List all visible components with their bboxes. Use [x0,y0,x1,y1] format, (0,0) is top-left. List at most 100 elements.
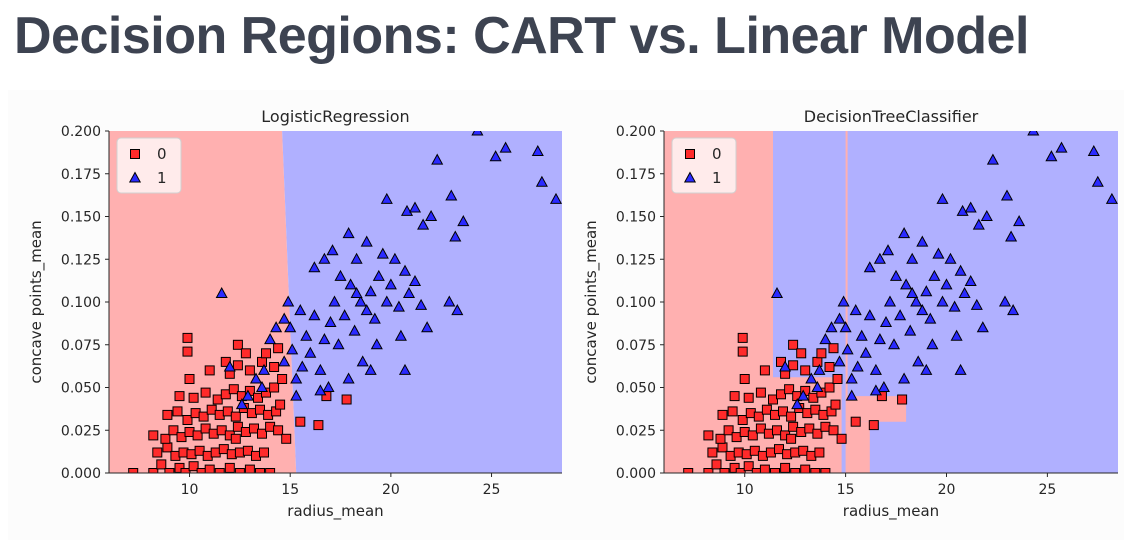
data-point-class-1 [1007,304,1020,316]
data-point-class-0 [897,394,908,405]
legend-label: 0 [712,145,722,163]
figure: 0.000 0.025 0.050 0.075 0.100 0.125 0.150 0.175… [8,90,1124,540]
data-point-class-1 [972,218,985,230]
data-point-class-0 [200,387,211,398]
y-tick-label: 0.025 [61,423,101,439]
data-point-class-0 [774,444,784,455]
data-point-class-0 [224,462,235,473]
data-point-class-1 [408,201,422,213]
data-point-class-1 [360,304,373,316]
x-tick-label: 25 [1038,482,1056,498]
data-point-class-1 [889,269,903,281]
data-point-class-0 [249,423,259,434]
x-tick-label: 10 [736,482,754,498]
data-point-class-0 [786,411,797,422]
data-point-class-0 [707,447,718,458]
data-point-class-1 [845,372,858,384]
data-point-class-0 [703,468,714,473]
data-point-class-1 [898,227,911,239]
data-point-class-0 [261,348,271,359]
data-point-class-1 [928,269,941,281]
data-point-class-0 [232,339,243,350]
data-point-class-0 [232,421,243,432]
data-point-class-1 [278,355,291,367]
data-point-class-0 [198,411,209,422]
x-tick-label: 15 [281,482,299,498]
data-point-class-0 [212,394,223,405]
y-tick-label: 0.175 [61,167,101,183]
data-point-class-0 [128,468,139,473]
data-point-class-1 [1000,189,1014,201]
data-point-class-0 [770,468,780,473]
data-point-class-1 [970,298,983,310]
data-point-class-0 [780,462,791,473]
data-point-class-1 [1045,150,1058,162]
data-point-class-1 [257,363,271,375]
data-point-class-0 [729,391,740,402]
data-point-class-1 [398,264,412,276]
data-point-class-0 [735,468,746,473]
data-point-class-1 [926,338,939,350]
x-tick-label: 25 [483,482,501,498]
data-point-class-1 [308,261,321,273]
decision-region-class-0 [664,131,773,473]
data-point-class-0 [182,346,193,357]
data-point-class-1 [344,278,357,290]
data-point-class-1 [350,252,363,264]
data-point-class-1 [342,372,355,384]
data-point-class-1 [284,321,297,333]
data-point-class-1 [1027,131,1040,136]
data-point-class-1 [936,192,949,204]
data-point-class-1 [408,274,422,286]
data-point-class-0 [182,332,193,343]
data-point-class-0 [194,445,205,456]
data-point-class-1 [976,321,989,333]
data-point-class-0 [808,392,819,403]
data-point-class-1 [906,252,919,264]
data-point-class-0 [242,445,253,456]
data-point-class-0 [281,433,292,444]
decision-regions-figure: 0.000 0.025 0.050 0.075 0.100 0.125 0.150 0.175… [27,107,1118,521]
x-axis-label: radius_mean [287,502,383,521]
y-tick-label: 0.050 [616,381,656,397]
data-point-class-1 [314,384,327,396]
data-point-class-1 [425,209,438,221]
data-point-class-1 [825,321,838,333]
legend-box [671,137,737,194]
y-tick-label: 0.200 [61,124,101,140]
data-point-class-1 [376,247,389,259]
data-point-class-1 [324,315,337,327]
data-point-class-0 [737,415,748,425]
data-point-class-1 [956,204,969,216]
decision-region-class-0 [845,396,907,422]
data-point-class-0 [828,343,839,354]
data-point-class-0 [711,459,722,470]
data-point-class-0 [753,411,764,422]
data-point-class-0 [824,382,835,393]
data-point-class-0 [255,468,265,473]
data-point-class-0 [174,391,185,402]
data-point-class-0 [747,430,758,441]
data-point-class-0 [148,468,159,473]
y-tick-label: 0.075 [61,338,101,354]
data-point-class-1 [255,380,269,392]
data-point-class-1 [904,324,917,336]
data-point-class-1 [332,338,345,350]
chart-title: LogisticRegression [261,107,409,126]
y-tick-label: 0.100 [61,295,101,311]
decision-region-class-0 [845,131,848,397]
data-point-class-1 [264,333,277,345]
data-point-class-1 [308,309,321,321]
data-point-class-1 [797,389,810,401]
data-point-class-1 [290,372,303,384]
data-point-class-1 [920,363,933,375]
data-point-class-1 [1091,175,1104,187]
data-point-class-1 [883,295,897,307]
data-point-class-0 [269,382,280,393]
data-point-class-1 [270,321,283,333]
data-point-class-1 [770,286,784,298]
data-point-class-0 [192,430,203,441]
legend-marker-triangle-icon [128,171,142,183]
data-point-class-1 [1013,215,1026,227]
data-point-class-1 [839,321,852,333]
